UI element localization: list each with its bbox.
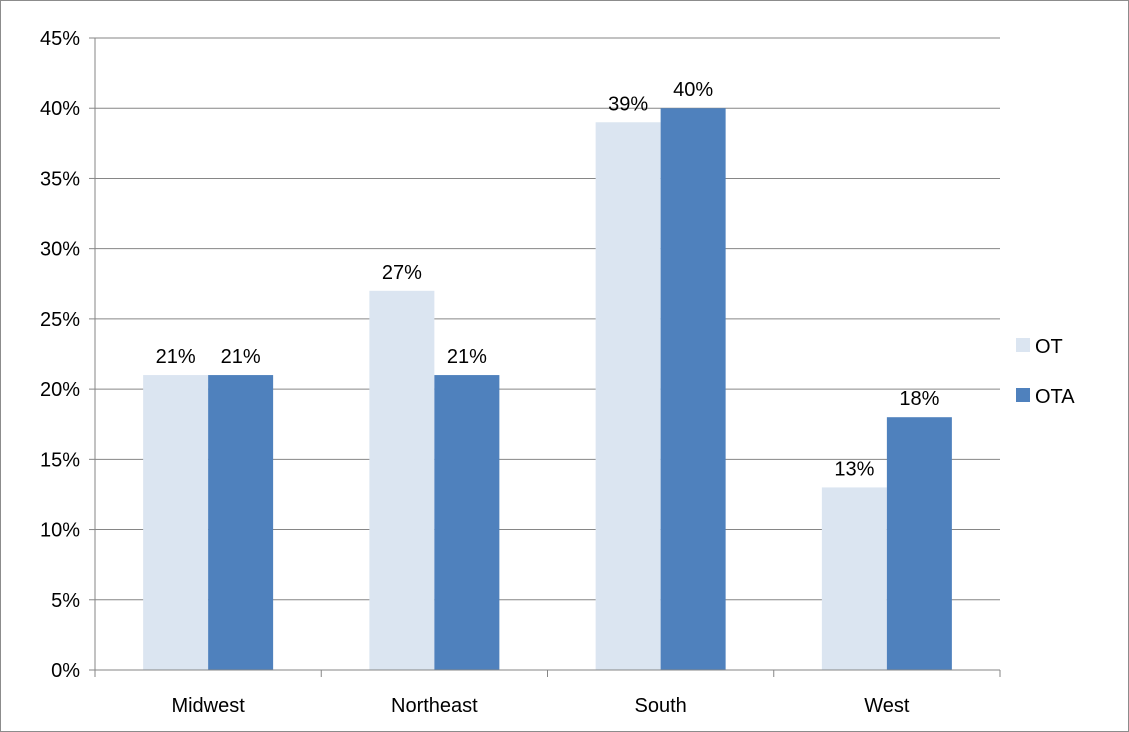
y-tick-label-20: 20% <box>40 379 80 401</box>
bar-ota-northeast <box>434 375 500 670</box>
bar-ota-midwest <box>208 375 274 670</box>
y-tick-label-25: 25% <box>40 309 80 331</box>
data-label-ota-midwest: 21% <box>221 346 261 368</box>
bar-ota-south <box>660 108 726 670</box>
y-tick-label-0: 0% <box>51 660 80 682</box>
bar-ot-west <box>821 487 887 670</box>
data-label-ota-northeast: 21% <box>447 346 487 368</box>
y-tick-label-5: 5% <box>51 590 80 612</box>
bar-ota-west <box>886 417 952 670</box>
x-tick-label-south: South <box>634 695 686 717</box>
legend: OT OTA <box>1016 336 1075 408</box>
x-tick-label-midwest: Midwest <box>171 695 245 717</box>
y-tick-label-30: 30% <box>40 239 80 261</box>
x-tick-label-west: West <box>864 695 910 717</box>
y-tick-label-40: 40% <box>40 98 80 120</box>
bar-ot-northeast <box>369 290 435 670</box>
y-tick-label-45: 45% <box>40 28 80 50</box>
data-label-ota-south: 40% <box>673 79 713 101</box>
legend-swatch-ot <box>1016 338 1030 352</box>
data-labels: 21% 21% 27% 21% 39% 40% 13% 18% <box>156 79 940 480</box>
legend-label-ot: OT <box>1035 336 1063 358</box>
data-label-ot-midwest: 21% <box>156 346 196 368</box>
data-label-ot-northeast: 27% <box>382 262 422 284</box>
data-label-ota-west: 18% <box>899 388 939 410</box>
bar-ot-midwest <box>143 375 209 670</box>
y-tick-label-10: 10% <box>40 520 80 542</box>
legend-label-ota: OTA <box>1035 386 1075 408</box>
data-label-ot-west: 13% <box>834 458 874 480</box>
bars <box>143 108 952 671</box>
bar-ot-south <box>595 122 661 671</box>
data-label-ot-south: 39% <box>608 93 648 115</box>
x-tick-label-northeast: Northeast <box>391 695 478 717</box>
legend-swatch-ota <box>1016 388 1030 402</box>
y-tick-label-35: 35% <box>40 168 80 190</box>
x-axis-tick-labels: Midwest Northeast South West <box>171 695 909 717</box>
axes <box>89 37 1001 677</box>
y-axis-tick-labels: 0% 5% 10% 15% 20% 25% 30% 35% 40% 45% <box>40 28 80 682</box>
y-tick-label-15: 15% <box>40 449 80 471</box>
